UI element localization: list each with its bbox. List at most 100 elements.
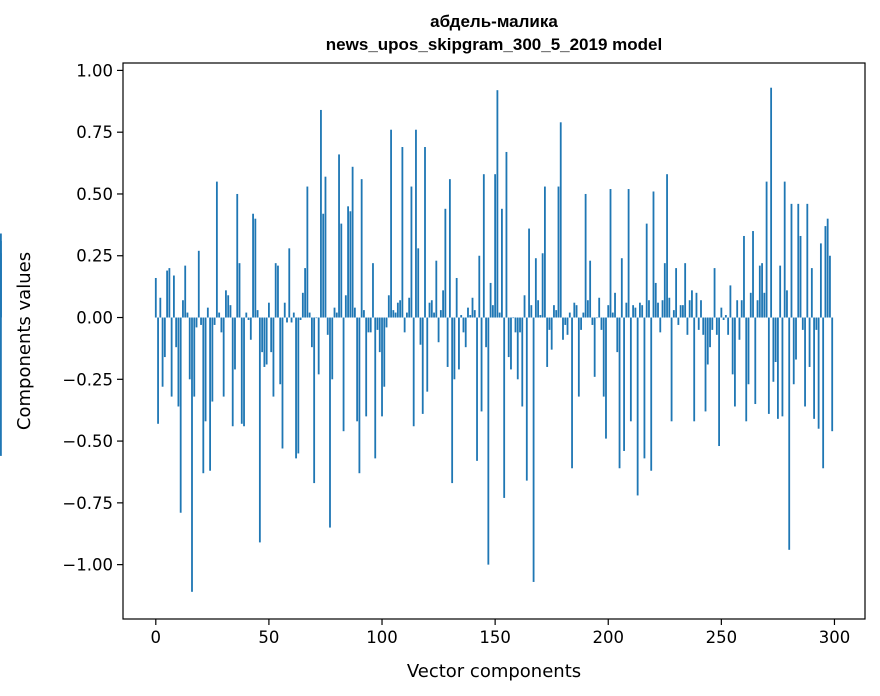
- bar: [177, 317, 180, 407]
- bar: [602, 317, 605, 397]
- bar: [313, 317, 316, 484]
- bar: [301, 292, 304, 318]
- y-tick-label: 0.00: [76, 309, 113, 328]
- bar: [274, 263, 277, 318]
- bar: [448, 179, 451, 318]
- bar: [758, 265, 761, 318]
- bar: [648, 300, 650, 318]
- x-tick-label: 100: [366, 628, 398, 647]
- bar: [272, 317, 275, 397]
- bar: [157, 317, 159, 424]
- bar: [788, 317, 791, 550]
- bar: [268, 302, 270, 318]
- bar: [295, 317, 297, 459]
- bar: [383, 317, 386, 387]
- bar: [774, 317, 777, 363]
- bar: [496, 90, 499, 318]
- bar: [763, 292, 766, 318]
- bar: [731, 317, 734, 375]
- bar: [713, 268, 716, 318]
- bar: [826, 218, 829, 318]
- y-tick-label: 0.25: [76, 247, 113, 266]
- bar: [0, 253, 2, 318]
- bar: [623, 317, 625, 451]
- bar: [539, 315, 542, 318]
- bar: [349, 211, 352, 318]
- bar: [632, 305, 635, 318]
- bar: [281, 317, 284, 449]
- bar: [374, 317, 377, 459]
- bar: [229, 305, 232, 318]
- bar: [715, 317, 718, 335]
- bar: [338, 154, 340, 318]
- bar: [765, 181, 768, 318]
- bar: [202, 317, 205, 474]
- bar: [372, 263, 374, 318]
- chart-subtitle: news_upos_skipgram_300_5_2019 model: [325, 35, 663, 54]
- bar: [677, 317, 680, 325]
- bar: [369, 317, 372, 333]
- bar: [367, 317, 370, 333]
- bar: [243, 317, 245, 427]
- y-tick-label: −0.50: [62, 432, 113, 451]
- bar: [801, 317, 804, 330]
- y-tick-label: −0.25: [62, 370, 113, 389]
- bar: [618, 317, 621, 469]
- bar: [333, 307, 336, 318]
- bar: [310, 317, 313, 348]
- bar: [824, 226, 827, 318]
- bar: [808, 317, 811, 367]
- bar: [390, 129, 392, 318]
- bar: [614, 292, 616, 318]
- bar: [324, 176, 327, 318]
- bar: [238, 263, 241, 318]
- bar: [358, 317, 361, 474]
- bar: [430, 300, 433, 318]
- bar: [514, 317, 517, 333]
- bar: [213, 317, 216, 325]
- y-tick-label: −0.75: [62, 494, 113, 513]
- bar: [265, 317, 268, 365]
- bar: [675, 268, 678, 318]
- bar: [480, 317, 483, 412]
- bar: [209, 317, 211, 471]
- bar: [401, 147, 404, 318]
- bar: [743, 235, 745, 318]
- bar: [288, 248, 291, 318]
- bar: [188, 317, 191, 380]
- bar: [609, 189, 612, 318]
- bar: [211, 317, 214, 402]
- bar: [668, 297, 671, 318]
- bar: [381, 317, 383, 417]
- bar: [767, 317, 770, 414]
- bar: [652, 191, 655, 318]
- bar: [304, 268, 307, 318]
- bar: [245, 312, 248, 318]
- bar: [727, 317, 730, 335]
- bar: [564, 317, 567, 325]
- bar: [225, 290, 227, 318]
- x-tick-label: 250: [706, 628, 738, 647]
- bar: [530, 305, 533, 318]
- bar: [159, 297, 162, 318]
- bar: [376, 317, 379, 330]
- bar: [819, 243, 822, 318]
- bar: [740, 300, 743, 318]
- bar: [197, 250, 200, 318]
- bar: [770, 87, 773, 318]
- bar: [446, 317, 449, 367]
- bar: [195, 317, 198, 328]
- x-tick-label: 200: [592, 628, 624, 647]
- y-tick-label: −1.00: [62, 556, 113, 575]
- bar: [263, 317, 266, 367]
- bar: [718, 317, 720, 447]
- bar: [247, 317, 250, 320]
- bar: [729, 285, 732, 318]
- bar: [163, 317, 166, 358]
- x-tick-label: 300: [819, 628, 851, 647]
- bar: [573, 302, 576, 318]
- bar: [659, 317, 662, 333]
- bar: [686, 317, 689, 335]
- bar: [709, 317, 711, 348]
- bar: [410, 186, 413, 318]
